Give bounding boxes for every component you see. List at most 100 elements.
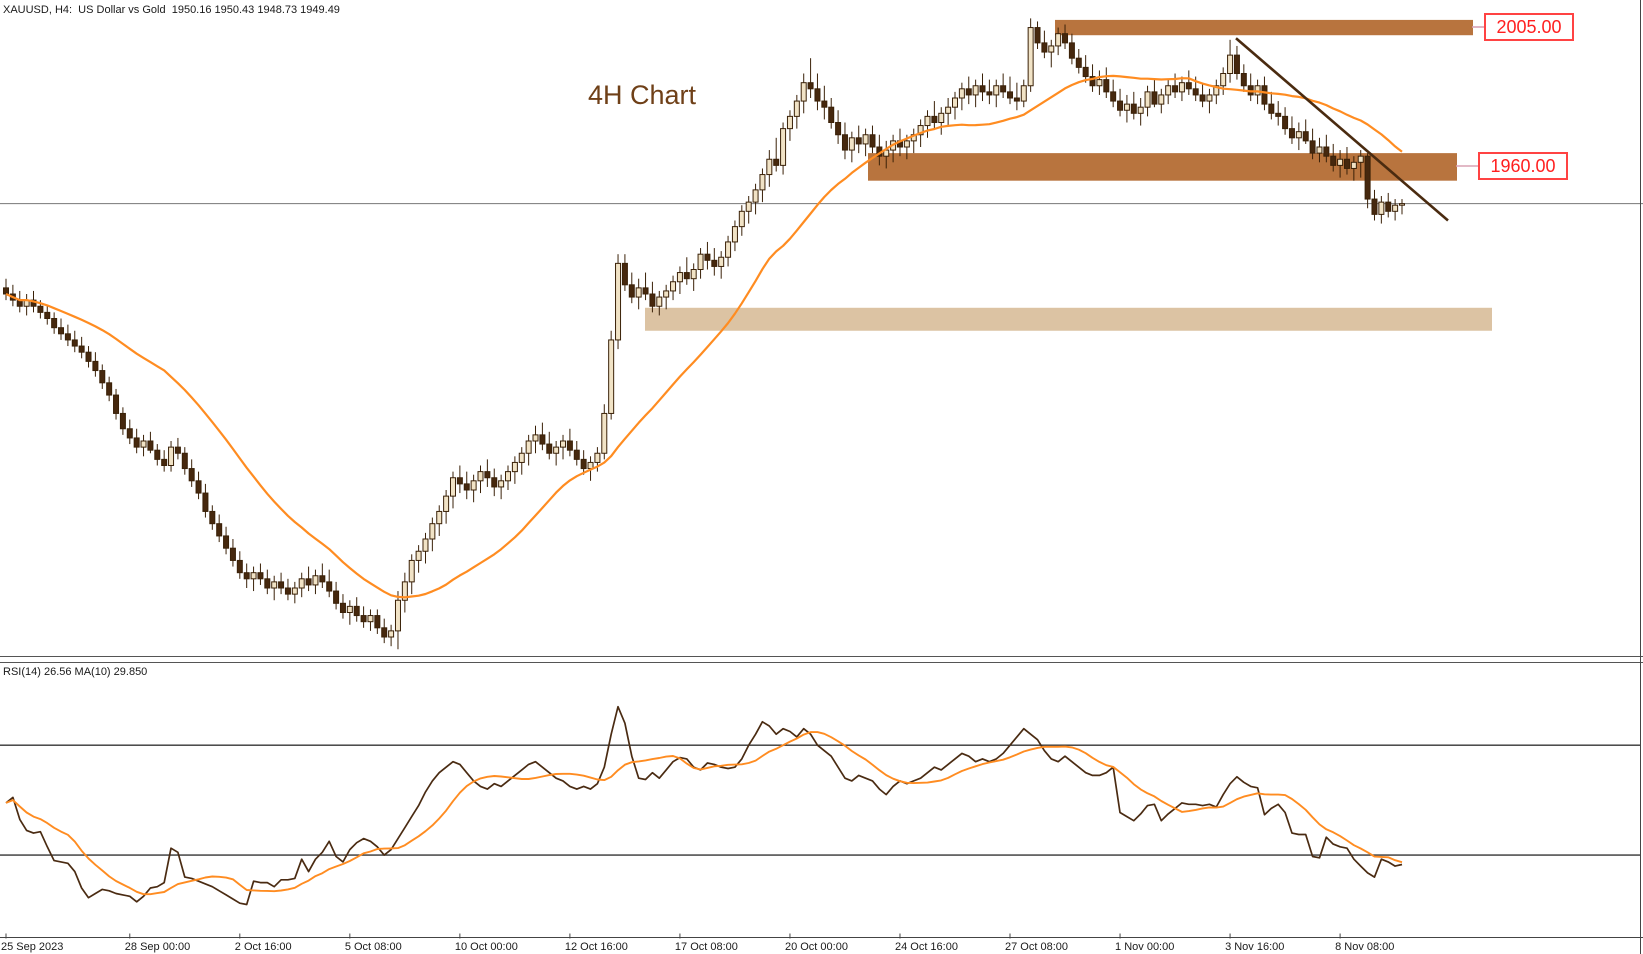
candle: [78, 336, 85, 359]
candle: [1075, 49, 1082, 74]
candle: [257, 563, 264, 585]
candle: [835, 110, 842, 144]
candle: [1309, 128, 1316, 160]
candle: [491, 468, 498, 497]
candle: [807, 58, 814, 98]
candle: [1117, 88, 1124, 117]
candle: [848, 131, 855, 163]
candle: [3, 278, 9, 301]
candle: [663, 284, 670, 310]
candle: [339, 594, 346, 619]
candle: [656, 290, 663, 316]
candle: [456, 465, 463, 494]
candle: [924, 110, 931, 138]
candle: [312, 569, 319, 595]
zones-group[interactable]: [645, 19, 1492, 331]
x-axis-label: 1 Nov 00:00: [1115, 941, 1175, 953]
candle: [126, 419, 133, 445]
candle: [64, 324, 71, 347]
candle: [216, 514, 223, 543]
candle: [1213, 79, 1220, 105]
candle: [1371, 189, 1378, 221]
candle: [298, 572, 305, 598]
candle: [1330, 143, 1337, 172]
candle: [649, 281, 656, 313]
x-axis-label: 27 Oct 08:00: [1005, 941, 1068, 953]
x-axis-label: 17 Oct 08:00: [674, 941, 738, 953]
candle: [1268, 91, 1275, 120]
candle: [1378, 196, 1385, 224]
candle: [394, 591, 401, 650]
candle: [841, 122, 848, 160]
candle: [1385, 192, 1392, 218]
candle: [119, 407, 126, 435]
candle: [1096, 70, 1103, 95]
candle: [938, 107, 945, 135]
support-1915[interactable]: [645, 307, 1492, 331]
candle: [154, 444, 161, 466]
candle: [1130, 91, 1137, 120]
candle: [635, 278, 642, 310]
candle: [1343, 147, 1350, 175]
candle: [443, 490, 450, 524]
candle: [58, 318, 65, 340]
candle: [1357, 150, 1364, 178]
trendline[interactable]: [1235, 37, 1449, 222]
candle: [1020, 79, 1027, 108]
candle: [628, 272, 635, 304]
candle: [381, 618, 388, 644]
x-axis-label: 5 Oct 08:00: [344, 941, 402, 953]
price-label-2005[interactable]: 2005.00: [1484, 13, 1574, 41]
candle: [793, 94, 800, 129]
candle: [518, 447, 525, 475]
candle: [580, 450, 587, 475]
candle: [642, 272, 649, 301]
chart-timeframe-annotation[interactable]: 4H Chart: [588, 80, 697, 110]
candle: [945, 98, 952, 126]
candle: [1165, 79, 1172, 105]
candle: [236, 551, 243, 579]
candle: [99, 364, 106, 389]
chart-title: XAUUSD, H4: US Dollar vs Gold 1950.16 19…: [3, 4, 340, 16]
candle: [51, 312, 58, 334]
candle: [250, 566, 257, 592]
candle: [1123, 94, 1130, 123]
candle: [1172, 73, 1179, 98]
candle: [546, 431, 553, 460]
candle: [291, 581, 298, 604]
rsi-ma-line: [5, 731, 1403, 896]
candle: [484, 459, 491, 487]
candle: [1227, 39, 1234, 83]
candle: [140, 434, 147, 457]
candle: [422, 532, 429, 564]
resistance-2005[interactable]: [1055, 19, 1473, 36]
price-label-1960[interactable]: 1960.00: [1478, 152, 1568, 180]
candle: [676, 266, 683, 294]
candle: [1337, 150, 1344, 178]
x-axis-label: 8 Nov 08:00: [1335, 941, 1395, 953]
candle: [1000, 73, 1007, 98]
candle: [147, 431, 154, 454]
candle: [752, 183, 759, 215]
candle: [1027, 18, 1034, 92]
candle: [436, 505, 443, 536]
candle: [264, 569, 271, 595]
candle: [415, 545, 422, 573]
candle: [931, 101, 938, 129]
candle: [511, 456, 518, 484]
candle: [1013, 82, 1020, 111]
candle: [388, 624, 395, 647]
candle: [161, 450, 168, 472]
candle: [718, 251, 725, 279]
candle: [1048, 39, 1055, 68]
candle: [1185, 70, 1192, 95]
candle: [1137, 98, 1144, 126]
candle: [174, 437, 181, 460]
candle: [44, 306, 51, 325]
candles-group[interactable]: [3, 18, 1405, 650]
candle: [759, 168, 766, 203]
candle: [910, 128, 917, 154]
candle: [305, 566, 312, 592]
candle: [1233, 45, 1240, 80]
